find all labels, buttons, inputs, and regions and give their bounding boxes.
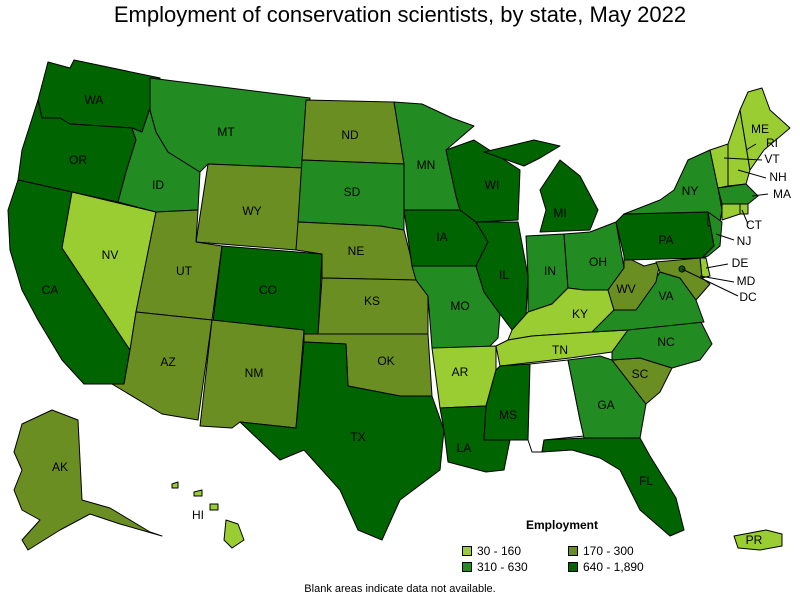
legend-label: 640 - 1,890 xyxy=(583,560,644,574)
legend-item: 30 - 160 xyxy=(462,544,568,558)
label-ga: GA xyxy=(597,398,614,412)
label-oh: OH xyxy=(589,255,607,269)
label-ca: CA xyxy=(42,283,59,297)
label-mt: MT xyxy=(217,125,235,139)
label-mi: MI xyxy=(553,206,566,220)
label-co: CO xyxy=(259,283,277,297)
state-nj[interactable] xyxy=(701,211,723,259)
state-ak[interactable] xyxy=(13,409,163,551)
legend: Employment 30 - 160 170 - 300 310 - 630 … xyxy=(462,518,682,574)
label-ky: KY xyxy=(572,307,588,321)
label-az: AZ xyxy=(160,355,175,369)
label-ar: AR xyxy=(452,365,469,379)
legend-item: 640 - 1,890 xyxy=(568,560,678,574)
state-hi[interactable] xyxy=(171,481,245,549)
label-de: DE xyxy=(732,256,749,270)
label-ri: RI xyxy=(766,136,778,150)
label-mn: MN xyxy=(417,158,436,172)
legend-title: Employment xyxy=(525,518,598,532)
label-id: ID xyxy=(152,178,164,192)
footnote: Blank areas indicate data not available. xyxy=(304,583,496,595)
label-wi: WI xyxy=(485,178,500,192)
label-pa: PA xyxy=(658,233,673,247)
label-va: VA xyxy=(658,289,673,303)
legend-label: 310 - 630 xyxy=(477,560,528,574)
state-fl[interactable] xyxy=(541,437,685,537)
label-nh: NH xyxy=(769,170,786,184)
label-me: ME xyxy=(751,122,769,136)
label-vt: VT xyxy=(764,152,780,166)
label-in: IN xyxy=(544,264,556,278)
state-mi[interactable] xyxy=(483,139,599,233)
label-il: IL xyxy=(499,268,509,282)
legend-item: 170 - 300 xyxy=(568,544,678,558)
legend-label: 30 - 160 xyxy=(477,544,522,558)
label-sc: SC xyxy=(632,367,649,381)
label-pr: PR xyxy=(746,533,763,547)
label-wa: WA xyxy=(85,93,104,107)
label-wy: WY xyxy=(242,204,261,218)
state-pr[interactable] xyxy=(733,529,783,551)
legend-swatch xyxy=(568,546,578,556)
legend-swatch xyxy=(462,562,472,572)
label-ut: UT xyxy=(176,264,193,278)
state-ga[interactable] xyxy=(567,355,647,439)
label-dc: DC xyxy=(739,290,757,304)
map-title: Employment of conservation scientists, b… xyxy=(113,2,687,27)
label-wv: WV xyxy=(616,282,635,296)
label-tn: TN xyxy=(552,343,568,357)
state-il[interactable] xyxy=(475,221,529,331)
label-ne: NE xyxy=(348,244,365,258)
label-ia: IA xyxy=(436,230,447,244)
label-ok: OK xyxy=(377,354,394,368)
label-ny: NY xyxy=(682,184,699,198)
state-ri[interactable] xyxy=(739,203,749,215)
label-ma: MA xyxy=(773,187,791,201)
label-nc: NC xyxy=(657,335,675,349)
label-ak: AK xyxy=(52,460,68,474)
label-tx: TX xyxy=(350,430,365,444)
state-ks[interactable] xyxy=(317,277,429,335)
label-mo: MO xyxy=(450,299,469,313)
state-wi[interactable] xyxy=(445,139,521,223)
label-sd: SD xyxy=(344,185,361,199)
state-ma[interactable] xyxy=(717,183,759,205)
leader-lines xyxy=(681,143,769,297)
label-fl: FL xyxy=(639,474,653,488)
state-ct[interactable] xyxy=(721,203,741,221)
label-nd: ND xyxy=(341,128,359,142)
legend-item: 310 - 630 xyxy=(462,560,568,574)
label-ks: KS xyxy=(364,294,380,308)
state-nh[interactable] xyxy=(727,109,751,187)
legend-swatch xyxy=(568,562,578,572)
legend-label: 170 - 300 xyxy=(583,544,634,558)
legend-swatch xyxy=(462,546,472,556)
label-hi: HI xyxy=(192,508,204,522)
label-nm: NM xyxy=(245,366,264,380)
label-md: MD xyxy=(737,274,756,288)
state-me[interactable] xyxy=(739,87,791,171)
state-tx[interactable] xyxy=(239,341,445,541)
state-ms[interactable] xyxy=(483,363,531,441)
label-nv: NV xyxy=(102,248,119,262)
label-ct: CT xyxy=(746,218,763,232)
label-or: OR xyxy=(69,153,87,167)
state-labels: WA OR CA NV ID MT WY UT AZ CO NM ND SD N… xyxy=(42,93,791,547)
label-ms: MS xyxy=(499,408,517,422)
state-md[interactable] xyxy=(655,257,711,301)
label-la: LA xyxy=(457,441,472,455)
label-nj: NJ xyxy=(737,234,752,248)
legend-grid: 30 - 160 170 - 300 310 - 630 640 - 1,890 xyxy=(462,544,682,574)
